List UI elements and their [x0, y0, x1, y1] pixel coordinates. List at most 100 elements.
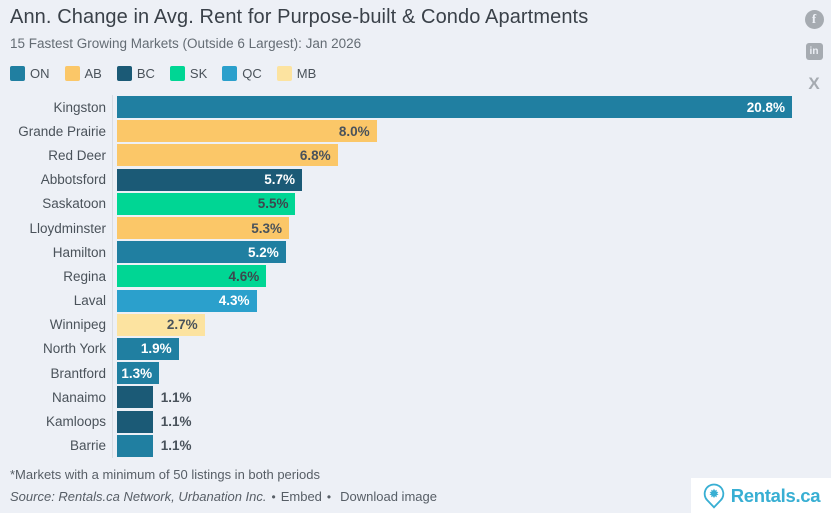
chart-legend: ON AB BC SK QC MB: [10, 66, 316, 81]
bar-nanaimo[interactable]: [117, 386, 153, 409]
value-label: 4.6%: [228, 268, 260, 284]
rentals-ca-logo[interactable]: Rentals.ca: [691, 478, 831, 513]
bar-abbotsford[interactable]: 5.7%: [117, 168, 302, 191]
bar-row: Barrie 1.1%: [8, 433, 823, 458]
value-label: 20.8%: [746, 99, 785, 115]
value-label: 1.1%: [160, 438, 192, 454]
bar-track: 1.1%: [112, 409, 823, 434]
bar-north-york[interactable]: 1.9%: [117, 337, 179, 360]
bar-row: Hamilton 5.2%: [8, 240, 823, 265]
embed-link[interactable]: Embed: [280, 489, 322, 504]
bar-track: 8.0%: [112, 119, 823, 144]
category-label: Red Deer: [48, 147, 106, 163]
bar-regina[interactable]: 4.6%: [117, 265, 267, 288]
category-label: Nanaimo: [51, 389, 106, 405]
bar-lloydminster[interactable]: 5.3%: [117, 217, 289, 240]
value-label: 4.3%: [218, 293, 250, 309]
bar-row: Abbotsford 5.7%: [8, 167, 823, 192]
bar-row: North York 1.9%: [8, 336, 823, 362]
bar-row: Saskatoon 5.5%: [8, 191, 823, 216]
legend-item-mb[interactable]: MB: [276, 66, 317, 81]
legend-item-sk[interactable]: SK: [169, 66, 208, 81]
category-label: Lloydminster: [29, 220, 106, 236]
bullet-separator: •: [271, 489, 276, 504]
bar-track: 1.3%: [112, 361, 823, 386]
value-label: 5.2%: [247, 244, 279, 260]
download-image-link[interactable]: Download image: [340, 489, 437, 504]
value-label: 5.5%: [257, 196, 289, 212]
x-icon: X: [808, 73, 820, 93]
category-label: Hamilton: [52, 244, 106, 260]
legend-swatch-bc: [116, 66, 132, 81]
bar-row: Lloydminster 5.3%: [8, 215, 823, 241]
bar-track: 20.8%: [112, 95, 823, 120]
social-share-bar: f in X: [804, 9, 824, 93]
value-label: 5.3%: [251, 220, 282, 236]
legend-label: MB: [296, 66, 317, 81]
bar-track: 6.8%: [112, 143, 823, 168]
legend-label: SK: [189, 66, 208, 81]
bar-grande-prairie[interactable]: 8.0%: [117, 120, 377, 143]
linkedin-share-button[interactable]: in: [804, 41, 824, 61]
bar-brantford[interactable]: 1.3%: [117, 362, 160, 385]
bar-chart: Kingston 20.8% Grande Prairie 8.0% Red Deer 6…: [8, 95, 823, 458]
legend-label: AB: [84, 66, 102, 81]
legend-swatch-on: [10, 66, 25, 81]
value-label: 6.8%: [299, 147, 331, 163]
bar-track: 4.6%: [112, 264, 823, 289]
bar-track: 5.5%: [112, 191, 823, 216]
bar-winnipeg[interactable]: 2.7%: [117, 313, 205, 336]
facebook-share-button[interactable]: f: [804, 9, 824, 29]
bar-row: Red Deer 6.8%: [8, 143, 823, 168]
chart-title: Ann. Change in Avg. Rent for Purpose-bui…: [10, 6, 589, 28]
map-pin-maple-leaf-icon: [703, 483, 724, 509]
value-label: 5.7%: [264, 172, 295, 188]
value-label: 1.9%: [140, 341, 172, 357]
bar-row: Kingston 20.8%: [8, 95, 823, 120]
bar-track: 1.1%: [112, 385, 823, 410]
bar-row: Laval 4.3%: [8, 288, 823, 313]
legend-swatch-sk: [169, 66, 185, 81]
legend-item-on[interactable]: ON: [10, 66, 50, 81]
legend-label: ON: [30, 66, 50, 81]
bullet-separator: •: [326, 489, 332, 504]
legend-item-ab[interactable]: AB: [64, 66, 102, 81]
bar-track: 5.3%: [112, 215, 823, 241]
legend-item-qc[interactable]: QC: [222, 66, 262, 81]
rentals-ca-wordmark: Rentals.ca: [730, 484, 821, 506]
bar-row: Regina 4.6%: [8, 264, 823, 289]
linkedin-icon: in: [805, 42, 823, 60]
value-label: 8.0%: [338, 123, 370, 139]
source-text: Source: Rentals.ca Network, Urbanation I…: [10, 489, 267, 504]
bar-saskatoon[interactable]: 5.5%: [117, 192, 296, 215]
chart-header: Ann. Change in Avg. Rent for Purpose-bui…: [10, 6, 588, 51]
bar-hamilton[interactable]: 5.2%: [117, 241, 286, 264]
legend-item-bc[interactable]: BC: [116, 66, 155, 81]
bar-laval[interactable]: 4.3%: [117, 289, 257, 312]
x-share-button[interactable]: X: [804, 73, 824, 93]
value-label: 1.3%: [121, 365, 153, 381]
category-label: Laval: [73, 293, 106, 309]
bar-kingston[interactable]: 20.8%: [117, 96, 792, 119]
category-label: North York: [42, 341, 106, 357]
category-label: Winnipeg: [49, 317, 106, 333]
bar-track: 4.3%: [112, 288, 823, 313]
legend-swatch-mb: [276, 66, 292, 81]
bar-track: 5.2%: [112, 240, 823, 265]
legend-swatch-qc: [222, 66, 238, 81]
category-label: Grande Prairie: [18, 123, 106, 139]
value-label: 1.1%: [160, 389, 192, 405]
category-label: Kamloops: [45, 414, 106, 430]
bar-barrie[interactable]: [117, 434, 153, 457]
bar-row: Grande Prairie 8.0%: [8, 119, 823, 144]
bar-red-deer[interactable]: 6.8%: [117, 144, 338, 167]
facebook-icon: f: [804, 9, 824, 29]
source-line: Source: Rentals.ca Network, Urbanation I…: [10, 489, 437, 504]
chart-subtitle: 15 Fastest Growing Markets (Outside 6 La…: [10, 36, 362, 51]
category-label: Saskatoon: [42, 196, 106, 212]
bar-track: 1.1%: [112, 433, 823, 458]
legend-label: QC: [242, 66, 262, 81]
bar-kamloops[interactable]: [117, 410, 153, 433]
bar-track: 5.7%: [112, 167, 823, 192]
